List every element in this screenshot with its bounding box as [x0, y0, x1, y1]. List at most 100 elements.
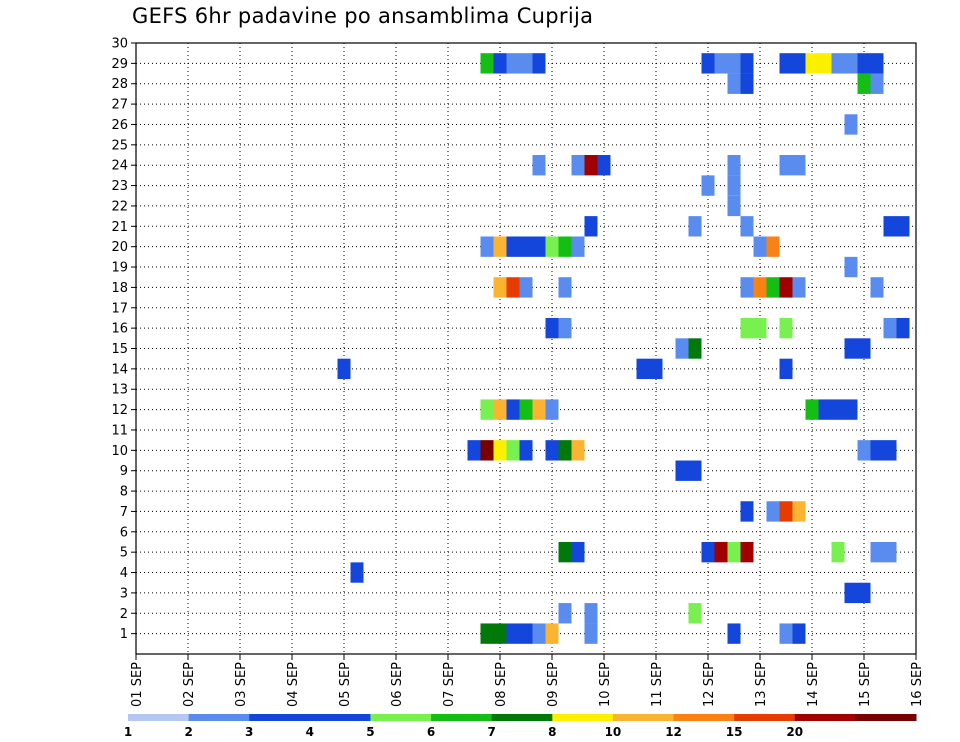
heatmap-cell	[636, 358, 650, 380]
colorbar-label: 5	[366, 725, 374, 739]
heatmap-cell	[870, 541, 884, 563]
heatmap-cell	[545, 236, 559, 257]
colorbar-label: 1	[124, 725, 132, 739]
x-tick-label: 02 SEP	[182, 662, 197, 707]
heatmap-cell	[571, 236, 585, 257]
y-tick-label: 13	[111, 383, 128, 398]
colorbar-swatch	[794, 714, 856, 721]
heatmap-cell	[493, 277, 507, 298]
heatmap-cell	[896, 216, 910, 237]
colorbar-swatch	[734, 714, 796, 721]
y-tick-label: 20	[111, 240, 128, 255]
heatmap-cell	[753, 317, 767, 339]
heatmap-cell	[857, 582, 871, 604]
heatmap-cell	[844, 114, 858, 135]
heatmap-cell	[558, 277, 572, 298]
heatmap-cell	[792, 277, 806, 298]
y-tick-label: 6	[120, 525, 128, 540]
heatmap-cell	[571, 541, 585, 563]
heatmap-cell	[870, 73, 884, 94]
heatmap-cell	[727, 155, 741, 176]
heatmap-cell	[740, 216, 754, 237]
heatmap-cell	[727, 175, 741, 196]
heatmap-cell	[883, 317, 897, 339]
heatmap-cell	[675, 460, 689, 481]
heatmap-cell	[818, 53, 832, 74]
heatmap-cell	[545, 317, 559, 339]
colorbar-swatch	[309, 714, 371, 721]
heatmap-cell	[792, 155, 806, 176]
heatmap-cell	[805, 53, 819, 74]
heatmap-cell	[584, 216, 598, 237]
colorbar-swatch	[673, 714, 735, 721]
heatmap-cell	[740, 317, 754, 339]
heatmap-cell	[740, 73, 754, 94]
colorbar-label: 4	[306, 725, 314, 739]
heatmap-cell	[714, 541, 728, 563]
y-tick-label: 11	[111, 423, 128, 438]
heatmap-cell	[558, 603, 572, 624]
heatmap-cell	[818, 399, 832, 420]
heatmap-cell	[532, 53, 546, 74]
heatmap-cell	[727, 541, 741, 563]
heatmap-cell	[779, 53, 793, 74]
heatmap-cell	[779, 277, 793, 298]
heatmap-cell	[727, 73, 741, 94]
heatmap-cell	[844, 53, 858, 74]
heatmap-cell	[519, 623, 533, 644]
heatmap-cell	[519, 399, 533, 420]
heatmap-cell	[493, 440, 507, 461]
colorbar-swatch	[128, 714, 190, 721]
heatmap-cell	[493, 399, 507, 420]
heatmap-cell	[779, 155, 793, 176]
heatmap-cell	[337, 358, 351, 380]
x-tick-label: 05 SEP	[338, 662, 353, 707]
heatmap-cell	[883, 216, 897, 237]
y-tick-label: 9	[120, 464, 128, 479]
y-tick-label: 22	[111, 199, 128, 214]
y-tick-label: 23	[111, 179, 128, 194]
heatmap-cell	[649, 358, 663, 380]
heatmap-cell	[779, 623, 793, 644]
cells-layer	[337, 53, 910, 644]
colorbar-label: 10	[605, 725, 622, 739]
heatmap-cell	[831, 53, 845, 74]
heatmap-cell	[766, 236, 780, 257]
heatmap-cell	[740, 501, 754, 522]
y-tick-label: 21	[111, 220, 128, 235]
colorbar-legend: 1 2 3 4 5 6 7 8 10 12 15 20	[124, 714, 917, 739]
grid-layer	[136, 43, 916, 654]
colorbar-label: 8	[548, 725, 556, 739]
heatmap-cell	[558, 440, 572, 461]
y-tick-label: 14	[111, 362, 128, 377]
heatmap-cell	[831, 541, 845, 563]
heatmap-cell	[857, 73, 871, 94]
y-tick-label: 5	[120, 546, 128, 561]
x-tick-label: 04 SEP	[286, 662, 301, 707]
heatmap-cell	[532, 236, 546, 257]
heatmap-cell	[519, 53, 533, 74]
heatmap-cell	[831, 399, 845, 420]
y-tick-label: 8	[120, 485, 128, 500]
heatmap-cell	[727, 53, 741, 74]
heatmap-cell	[766, 501, 780, 522]
y-tick-label: 3	[120, 586, 128, 601]
heatmap-cell	[584, 155, 598, 176]
heatmap-cell	[896, 317, 910, 339]
colorbar-swatch	[552, 714, 614, 721]
colorbar-swatch	[431, 714, 493, 721]
y-tick-label: 4	[120, 566, 128, 581]
y-tick-label: 24	[111, 159, 128, 174]
heatmap-cell	[545, 623, 559, 644]
heatmap-cell	[506, 53, 520, 74]
heatmap-cell	[558, 317, 572, 339]
x-tick-label: 07 SEP	[442, 662, 457, 707]
heatmap-cell	[506, 236, 520, 257]
heatmap-cell	[506, 623, 520, 644]
heatmap-cell	[883, 440, 897, 461]
x-tick-label: 13 SEP	[754, 662, 769, 707]
heatmap-cell	[844, 399, 858, 420]
y-tick-label: 26	[111, 118, 128, 133]
heatmap-cell	[740, 541, 754, 563]
